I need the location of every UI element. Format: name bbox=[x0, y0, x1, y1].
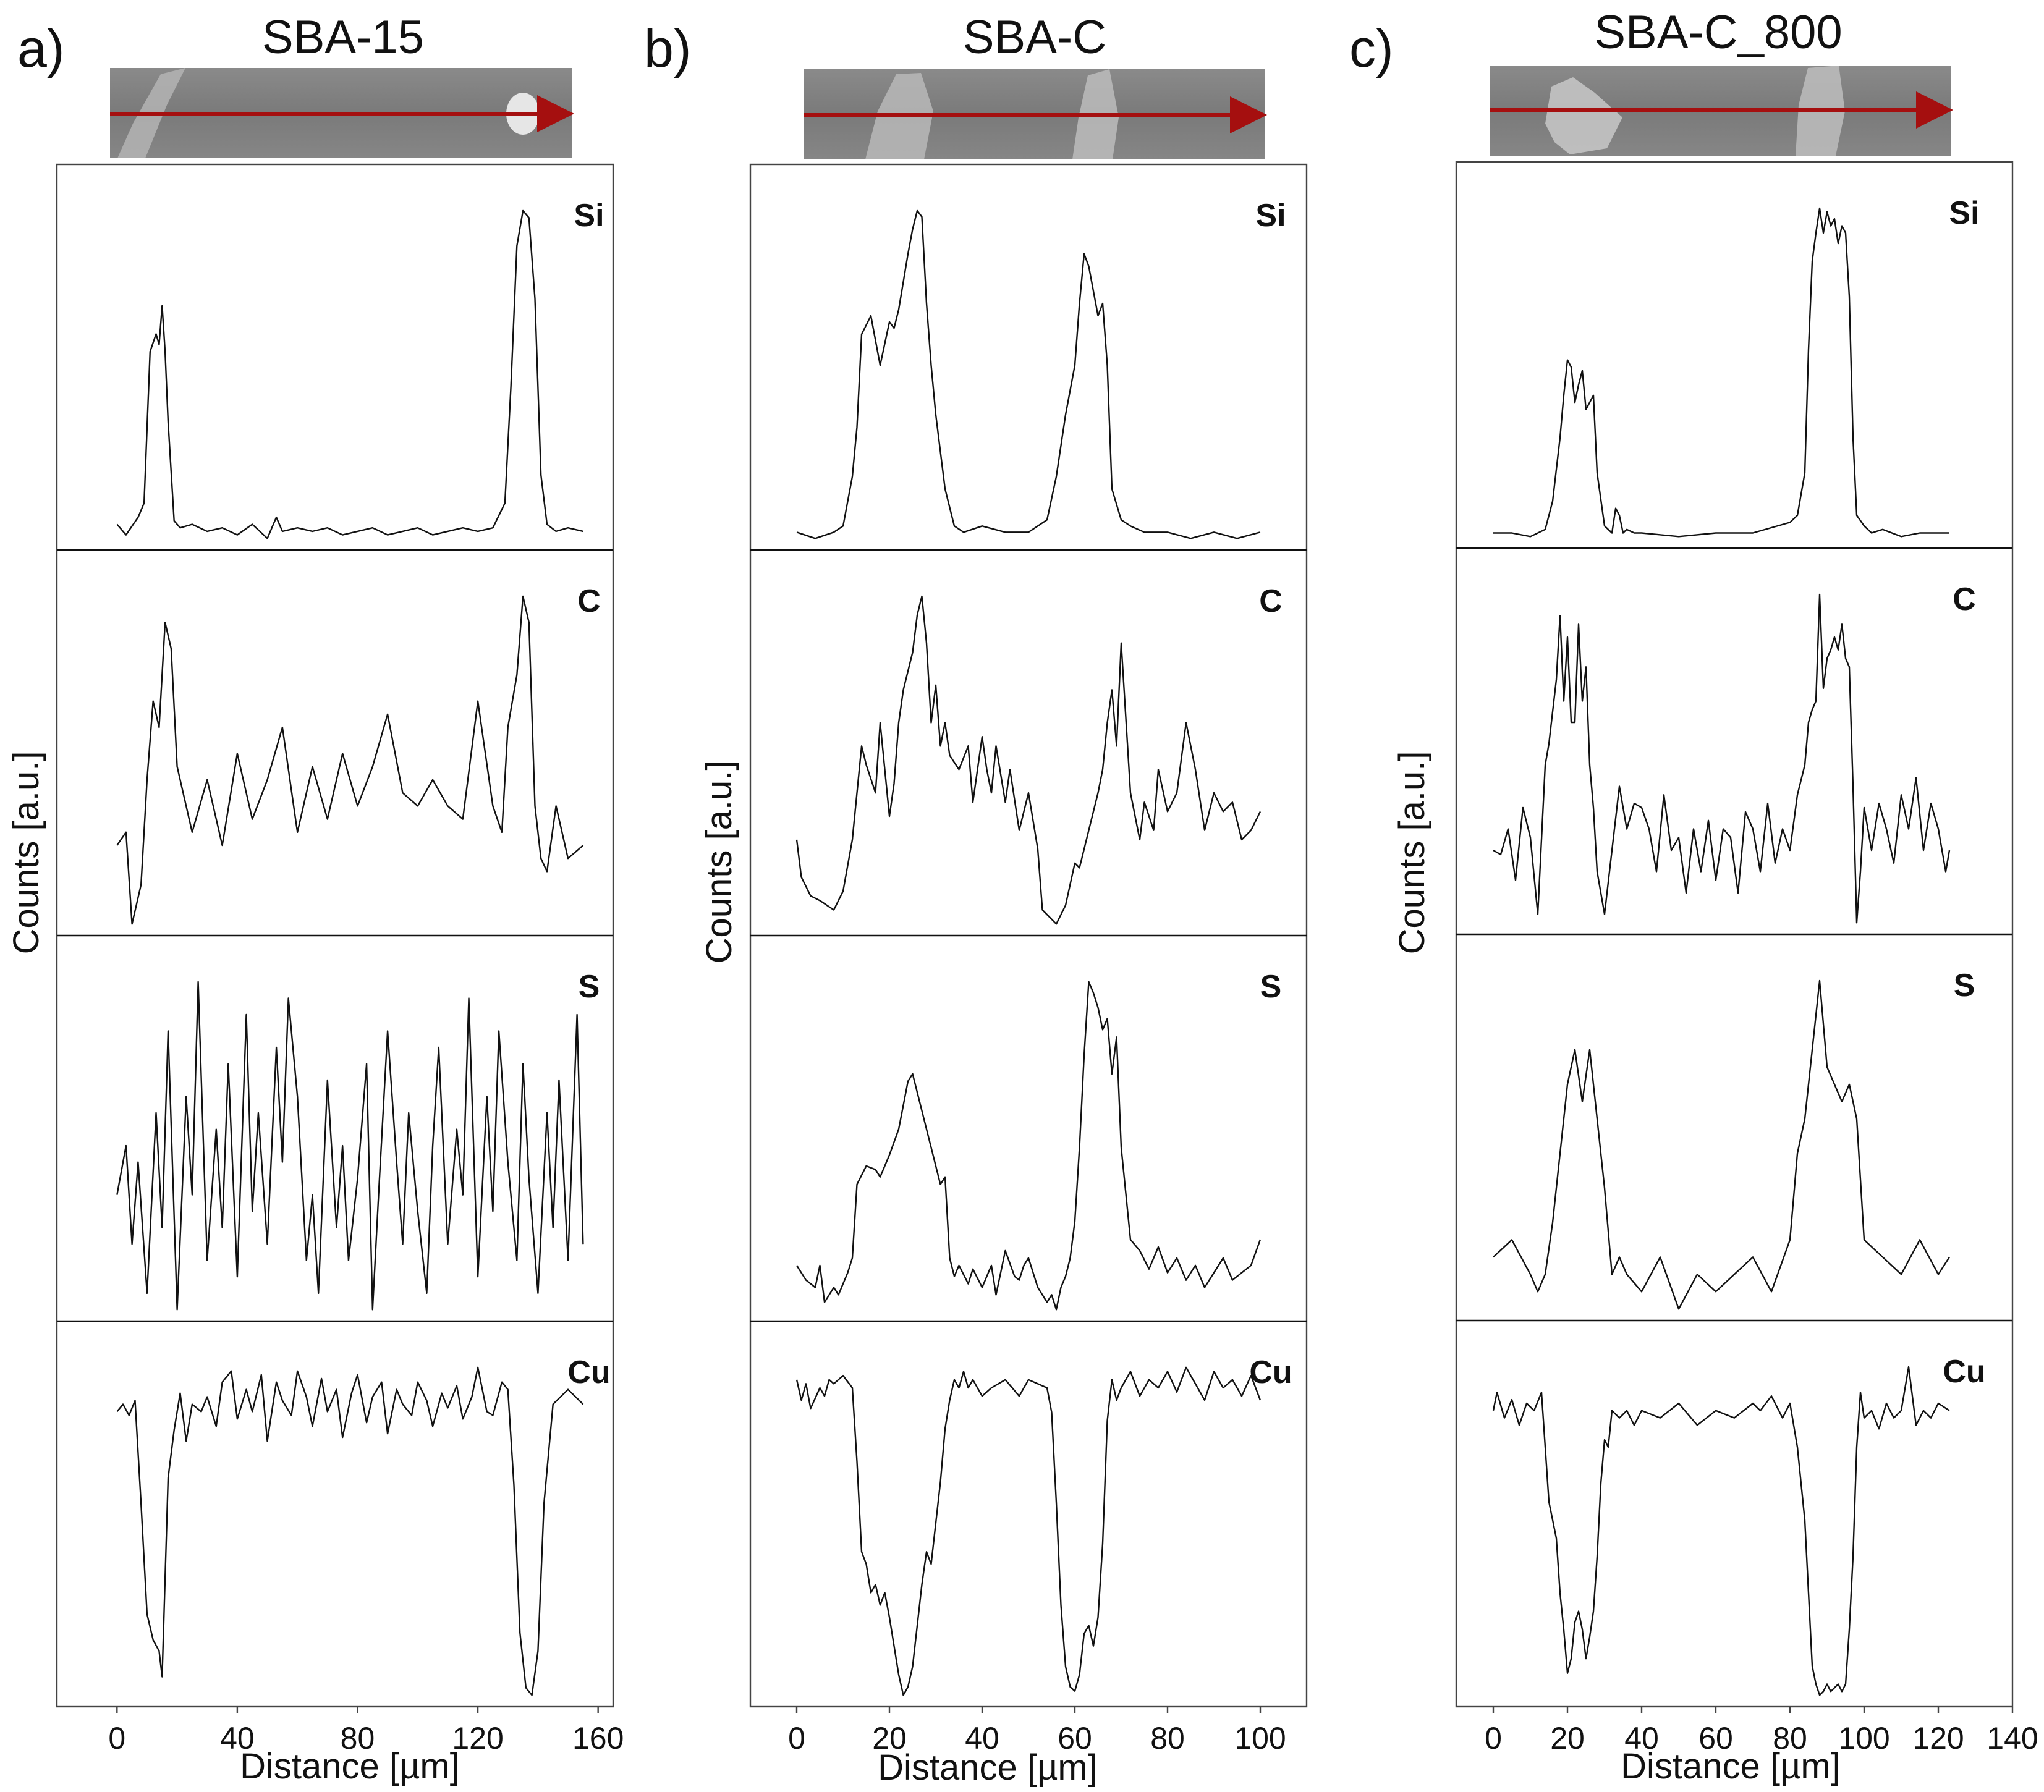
panel-c-xtick-label: 20 bbox=[1550, 1721, 1585, 1756]
panel-b-ylabel: Counts [a.u.] bbox=[699, 761, 739, 964]
panel-b-plot: Si C S Cu 0 20 40 60 80 100 bbox=[749, 163, 1308, 1756]
panel-a-label-si: Si bbox=[574, 198, 604, 234]
panel-b-xtick-label: 80 bbox=[1150, 1721, 1185, 1756]
panel-c-title: SBA-C_800 bbox=[1594, 6, 1842, 59]
panel-a-label-cu: Cu bbox=[567, 1355, 610, 1390]
panel-c-label-c: C bbox=[1953, 581, 1976, 617]
panel-b-label-s: S bbox=[1260, 969, 1282, 1005]
panel-b-xtick-label: 20 bbox=[872, 1721, 907, 1756]
panel-b-xtick-label: 0 bbox=[788, 1721, 805, 1756]
panel-a: a) SBA-15 Si C S Cu 0 40 80 120 160 Counts [a.u.… bbox=[6, 11, 624, 1786]
panel-c: c) SBA-C_800 Si C S Cu 0 20 40 60 80 100 120 140 Co… bbox=[1349, 6, 2038, 1786]
panel-c-xlabel: Distance [µm] bbox=[1621, 1746, 1841, 1786]
panel-b-xtick-label: 100 bbox=[1234, 1721, 1286, 1756]
panel-a-title: SBA-15 bbox=[262, 11, 424, 64]
panel-c-label-si: Si bbox=[1949, 195, 1979, 231]
panel-c-series-s bbox=[1493, 979, 1951, 1310]
panel-a-sem-image bbox=[110, 68, 574, 158]
panel-a-xtick-label: 40 bbox=[220, 1721, 255, 1756]
panel-b-series-c bbox=[795, 595, 1262, 925]
panel-b-sem-image bbox=[804, 69, 1267, 159]
panel-c-letter: c) bbox=[1349, 19, 1394, 78]
panel-a-xtick-label: 160 bbox=[572, 1721, 624, 1756]
panel-a-series-c bbox=[116, 595, 584, 925]
panel-c-label-s: S bbox=[1954, 968, 1975, 1004]
panel-c-series-c bbox=[1493, 593, 1951, 924]
panel-b-letter: b) bbox=[644, 19, 691, 78]
panel-c-series-cu bbox=[1492, 1366, 1950, 1696]
panel-a-xtick-label: 0 bbox=[108, 1721, 125, 1756]
panel-c-series-si bbox=[1493, 207, 1949, 538]
panel-c-xtick-label: 40 bbox=[1624, 1721, 1659, 1756]
panel-b-xtick-label: 60 bbox=[1058, 1721, 1092, 1756]
panel-a-series-cu bbox=[116, 1366, 584, 1696]
panel-b-xtick-label: 40 bbox=[965, 1721, 999, 1756]
panel-b-label-cu: Cu bbox=[1249, 1355, 1292, 1390]
panel-a-series-s bbox=[116, 981, 584, 1311]
panel-a-letter: a) bbox=[17, 19, 64, 78]
panel-a-series-si bbox=[116, 209, 583, 539]
panel-b-xlabel: Distance [µm] bbox=[878, 1748, 1098, 1788]
panel-b-title: SBA-C bbox=[963, 11, 1106, 64]
panel-c-xtick-label: 80 bbox=[1773, 1721, 1807, 1756]
panel-a-ylabel: Counts [a.u.] bbox=[6, 751, 46, 955]
panel-a-xlabel: Distance [µm] bbox=[240, 1746, 460, 1786]
panel-b-series-si bbox=[796, 209, 1261, 539]
panel-c-sem-image bbox=[1490, 66, 1953, 156]
panel-c-xtick-label: 120 bbox=[1912, 1721, 1964, 1756]
panel-c-xtick-label: 60 bbox=[1698, 1721, 1733, 1756]
panel-b-series-cu bbox=[795, 1366, 1262, 1696]
panel-c-xtick-label: 0 bbox=[1485, 1721, 1502, 1756]
panel-c-label-cu: Cu bbox=[1943, 1354, 1985, 1390]
panel-c-plot: Si C S Cu 0 20 40 60 80 100 120 140 bbox=[1455, 161, 2038, 1756]
panel-c-ylabel: Counts [a.u.] bbox=[1392, 751, 1432, 955]
panel-b-label-si: Si bbox=[1255, 198, 1286, 234]
panel-c-xtick-label: 100 bbox=[1838, 1721, 1889, 1756]
panel-b-label-c: C bbox=[1259, 583, 1283, 619]
panel-a-xtick-label: 80 bbox=[341, 1721, 375, 1756]
panel-b-series-s bbox=[795, 981, 1262, 1311]
panel-a-label-s: S bbox=[579, 969, 600, 1005]
panel-a-xtick-label: 120 bbox=[452, 1721, 503, 1756]
panel-b: b) SBA-C Si C S Cu 0 20 40 60 80 100 Counts [a.u.… bbox=[644, 11, 1308, 1788]
panel-a-plot: Si C S Cu 0 40 80 120 160 bbox=[56, 163, 624, 1756]
panel-c-xtick-label: 140 bbox=[1987, 1721, 2038, 1756]
panel-a-label-c: C bbox=[577, 583, 601, 619]
